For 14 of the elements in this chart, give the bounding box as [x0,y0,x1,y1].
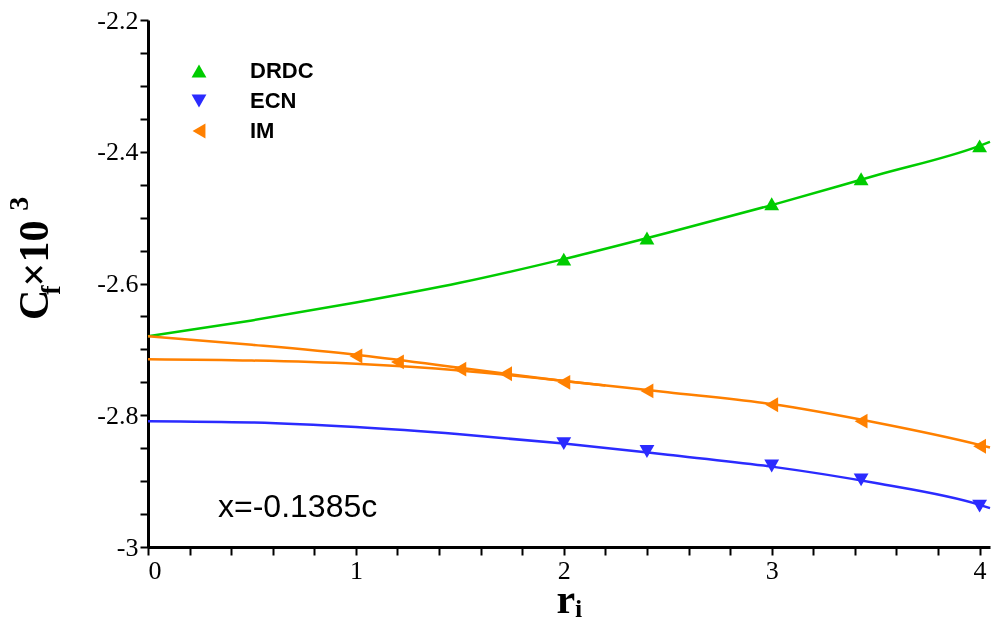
legend-label: DRDC [250,58,314,83]
x-tick-label: 4 [973,555,987,585]
legend-label: ECN [250,88,297,113]
x-tick-label: 1 [349,555,363,585]
y-tick-label: -2.4 [97,137,139,167]
y-tick-label: -2.2 [97,5,139,35]
y-tick-label: -2.8 [97,400,139,430]
y-tick-label: -3 [116,532,139,562]
y-axis-title: Cf×103 [3,196,66,320]
y-tick-label: -2.6 [97,269,139,298]
x-tick-label: 0 [148,555,162,585]
annotation: x=-0.1385c [218,488,378,524]
legend-label: IM [250,118,275,143]
x-tick-label: 3 [765,555,779,585]
